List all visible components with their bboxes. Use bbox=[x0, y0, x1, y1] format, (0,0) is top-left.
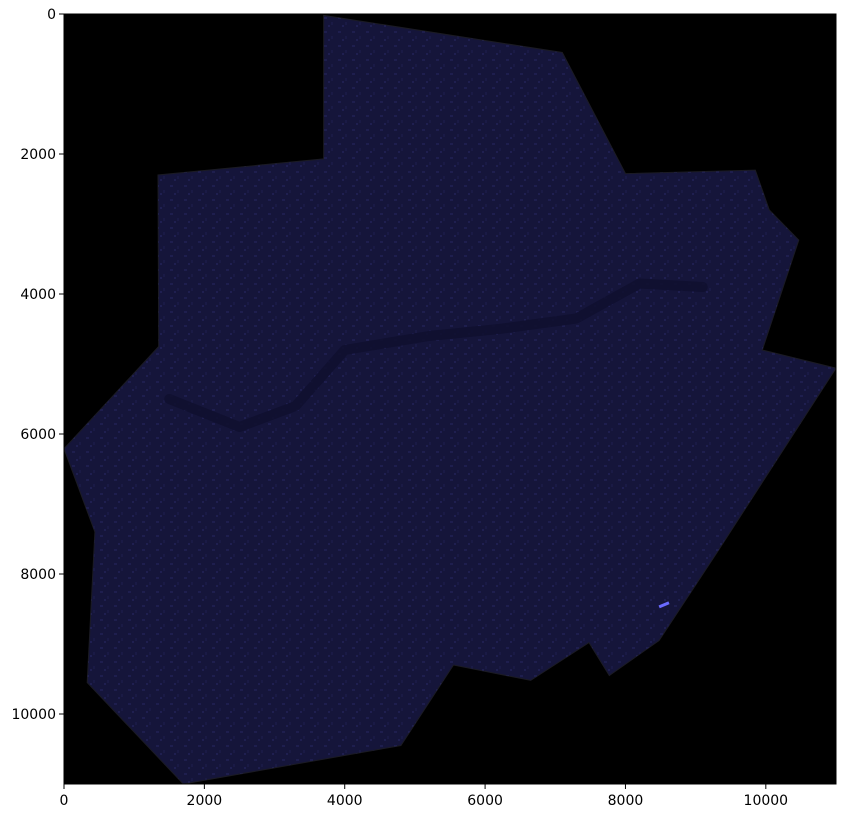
y-axis: 0 2000 4000 6000 8000 10000 bbox=[11, 7, 64, 723]
y-tick-label: 0 bbox=[47, 7, 56, 23]
x-tick-label: 8000 bbox=[608, 793, 644, 809]
urban-texture bbox=[64, 15, 836, 784]
y-tick-label: 10000 bbox=[11, 707, 56, 723]
x-tick-label: 6000 bbox=[467, 793, 503, 809]
x-tick-label: 0 bbox=[60, 793, 69, 809]
bright-feature bbox=[658, 601, 670, 609]
y-tick-label: 4000 bbox=[20, 287, 56, 303]
x-axis: 0 2000 4000 6000 8000 10000 bbox=[60, 784, 789, 809]
y-tick-label: 2000 bbox=[20, 147, 56, 163]
x-tick-label: 10000 bbox=[744, 793, 789, 809]
y-tick-label: 8000 bbox=[20, 567, 56, 583]
x-tick-label: 4000 bbox=[327, 793, 363, 809]
raster-image bbox=[64, 14, 836, 784]
axes-frame bbox=[63, 13, 837, 785]
y-tick-label: 6000 bbox=[20, 427, 56, 443]
river bbox=[164, 278, 708, 432]
x-tick-label: 2000 bbox=[187, 793, 223, 809]
